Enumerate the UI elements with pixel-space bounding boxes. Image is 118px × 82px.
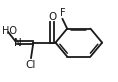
- Text: F: F: [60, 8, 65, 18]
- Text: HO: HO: [2, 26, 17, 36]
- Text: O: O: [48, 12, 56, 22]
- Text: N: N: [14, 38, 21, 48]
- Text: Cl: Cl: [26, 60, 36, 70]
